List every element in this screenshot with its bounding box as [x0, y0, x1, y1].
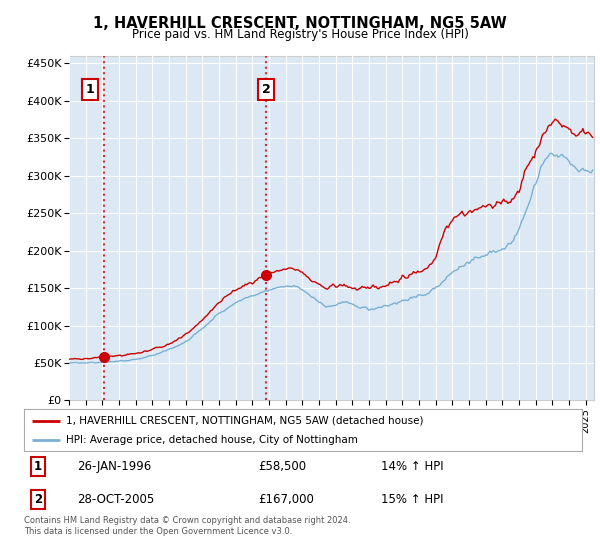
Text: 2: 2 — [262, 83, 271, 96]
Text: HPI: Average price, detached house, City of Nottingham: HPI: Average price, detached house, City… — [66, 435, 358, 445]
Text: 1, HAVERHILL CRESCENT, NOTTINGHAM, NG5 5AW (detached house): 1, HAVERHILL CRESCENT, NOTTINGHAM, NG5 5… — [66, 416, 424, 426]
Text: 26-JAN-1996: 26-JAN-1996 — [77, 460, 151, 473]
Text: Price paid vs. HM Land Registry's House Price Index (HPI): Price paid vs. HM Land Registry's House … — [131, 28, 469, 41]
Text: 1: 1 — [86, 83, 95, 96]
Text: £58,500: £58,500 — [259, 460, 307, 473]
Text: 1: 1 — [34, 460, 42, 473]
Text: 2: 2 — [34, 493, 42, 506]
Text: 14% ↑ HPI: 14% ↑ HPI — [381, 460, 444, 473]
Text: 28-OCT-2005: 28-OCT-2005 — [77, 493, 154, 506]
Text: 1, HAVERHILL CRESCENT, NOTTINGHAM, NG5 5AW: 1, HAVERHILL CRESCENT, NOTTINGHAM, NG5 5… — [93, 16, 507, 31]
Text: 15% ↑ HPI: 15% ↑ HPI — [381, 493, 443, 506]
Text: Contains HM Land Registry data © Crown copyright and database right 2024.
This d: Contains HM Land Registry data © Crown c… — [24, 516, 350, 536]
Text: £167,000: £167,000 — [259, 493, 314, 506]
